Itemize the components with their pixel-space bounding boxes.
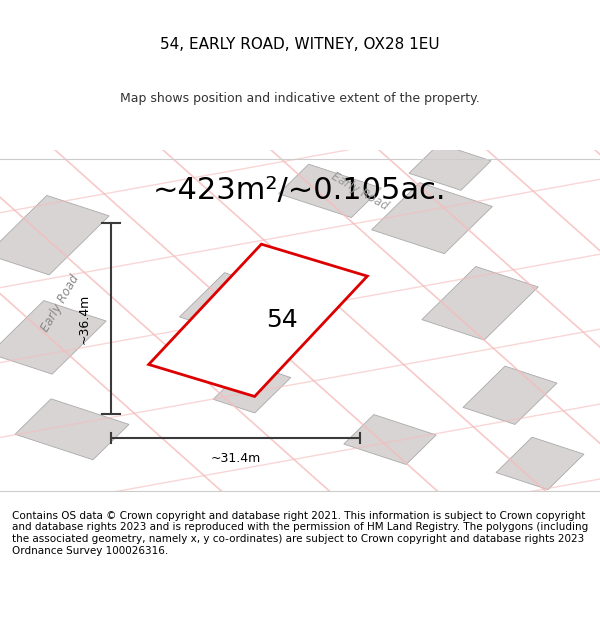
Polygon shape [344,414,436,464]
Text: 54, EARLY ROAD, WITNEY, OX28 1EU: 54, EARLY ROAD, WITNEY, OX28 1EU [160,37,440,52]
Polygon shape [278,164,382,217]
Text: Early Road: Early Road [329,169,391,212]
Polygon shape [149,244,367,396]
Polygon shape [463,366,557,424]
Polygon shape [15,399,129,460]
Text: Early Road: Early Road [38,272,82,334]
Polygon shape [0,301,106,374]
Text: ~423m²/~0.105ac.: ~423m²/~0.105ac. [153,176,447,206]
Text: ~36.4m: ~36.4m [77,294,91,344]
Text: Map shows position and indicative extent of the property.: Map shows position and indicative extent… [120,92,480,105]
Text: Contains OS data © Crown copyright and database right 2021. This information is : Contains OS data © Crown copyright and d… [12,511,588,556]
Polygon shape [0,196,109,275]
Polygon shape [179,272,277,334]
Text: ~31.4m: ~31.4m [211,452,260,465]
Polygon shape [496,437,584,489]
Polygon shape [409,144,491,190]
Polygon shape [371,182,493,254]
Text: 54: 54 [266,308,298,332]
Polygon shape [213,364,291,413]
Polygon shape [422,266,538,340]
